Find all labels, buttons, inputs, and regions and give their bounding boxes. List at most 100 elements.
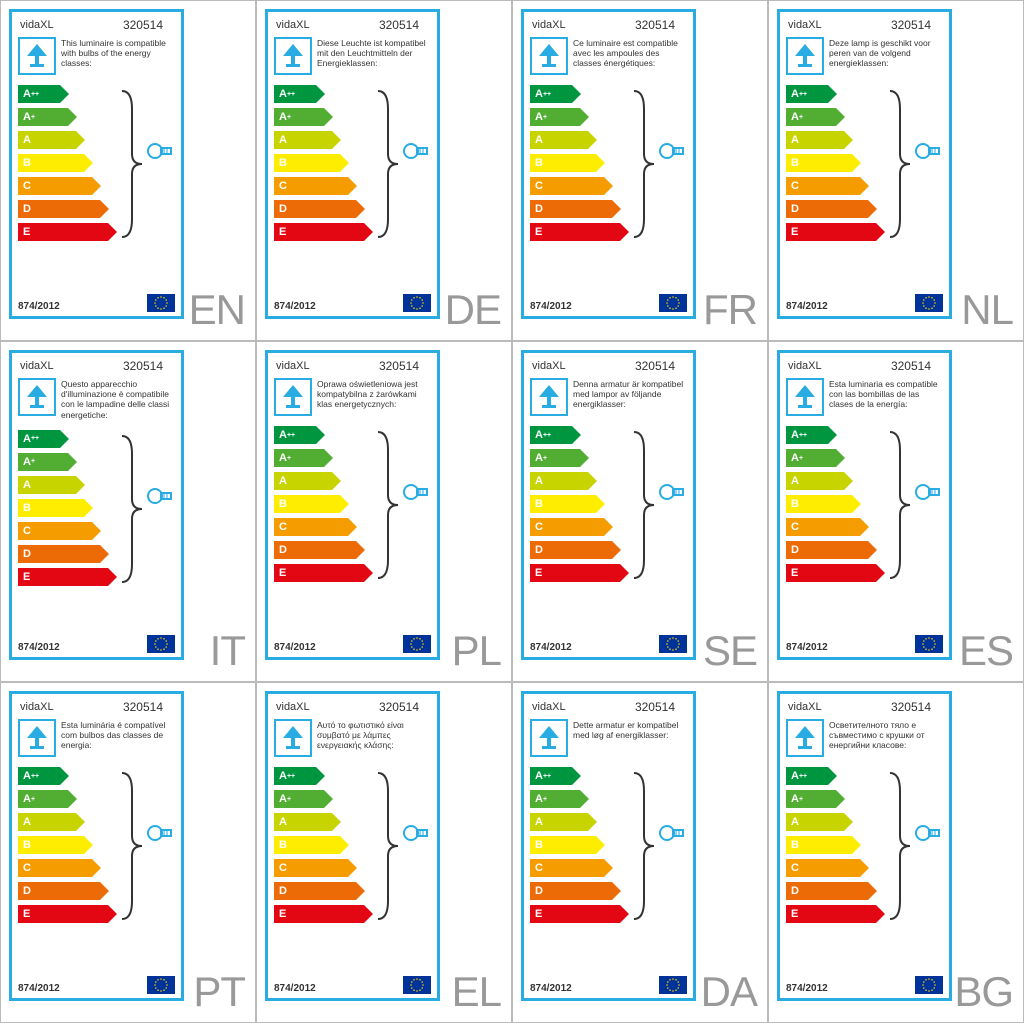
brand-name: vidaXL [788,19,822,31]
energy-class-row: E [786,905,949,925]
product-number: 320514 [635,359,685,373]
bulb-icon [147,141,173,166]
label-cell: vidaXL320514Αυτό το φωτιστικό είναι συμβ… [256,682,512,1023]
regulation-number: 874/2012 [530,642,572,653]
energy-class-row: E [530,223,693,243]
label-cell: vidaXL320514Esta luminária é compatível … [0,682,256,1023]
eu-flag-icon [659,294,687,312]
language-code: DA [701,968,757,1016]
energy-class-row: E [18,223,181,243]
bracket-icon [376,430,400,585]
energy-classes: A++A+ABCDE [524,763,693,925]
language-code: FR [703,286,757,334]
language-code: EL [452,968,501,1016]
compatibility-text: Осветителното тяло е съвместимо с крушки… [829,719,943,751]
lamp-icon [786,719,824,757]
regulation-number: 874/2012 [18,301,60,312]
compatibility-text: Deze lamp is geschikt voor peren van de … [829,37,943,69]
brand-name: vidaXL [276,360,310,372]
energy-class-row: A+ [18,108,181,128]
energy-class-row: A++ [18,430,181,450]
energy-label: vidaXL320514Αυτό το φωτιστικό είναι συμβ… [265,691,440,1001]
energy-class-row: C [786,518,949,538]
bulb-icon [915,482,941,507]
energy-class-row: C [530,859,693,879]
regulation-number: 874/2012 [18,983,60,994]
bulb-icon [403,482,429,507]
compatibility-text: This luminaire is compatible with bulbs … [61,37,175,69]
energy-label: vidaXL320514Esta luminaria es compatible… [777,350,952,660]
bracket-icon [632,430,656,585]
energy-class-row: A++ [274,767,437,787]
language-code: EN [189,286,245,334]
brand-name: vidaXL [532,360,566,372]
energy-classes: A++A+ABCDE [780,422,949,584]
regulation-number: 874/2012 [786,983,828,994]
brand-name: vidaXL [532,19,566,31]
eu-flag-icon [915,294,943,312]
lamp-icon [786,37,824,75]
energy-class-row: D [786,200,949,220]
energy-class-row: A++ [274,85,437,105]
language-code: NL [961,286,1013,334]
energy-label: vidaXL320514This luminaire is compatible… [9,9,184,319]
energy-label: vidaXL320514Denna armatur är kompatibel … [521,350,696,660]
energy-classes: A++A+ABCDE [524,81,693,243]
energy-class-row: D [274,541,437,561]
eu-flag-icon [403,635,431,653]
bulb-icon [403,141,429,166]
energy-classes: A++A+ABCDE [12,763,181,925]
energy-class-row: A+ [274,449,437,469]
label-cell: vidaXL320514Ce luminaire est compatible … [512,0,768,341]
energy-classes: A++A+ABCDE [12,81,181,243]
eu-flag-icon [403,294,431,312]
language-code: SE [703,627,757,675]
regulation-number: 874/2012 [530,301,572,312]
energy-class-row: E [274,223,437,243]
eu-flag-icon [659,635,687,653]
eu-flag-icon [659,976,687,994]
bracket-icon [120,434,144,589]
compatibility-text: Esta luminária é compatível com bulbos d… [61,719,175,751]
energy-class-row: C [274,859,437,879]
energy-class-row: A+ [18,453,181,473]
energy-class-row: D [18,882,181,902]
energy-class-row: D [274,200,437,220]
lamp-icon [274,719,312,757]
energy-class-row: A+ [274,108,437,128]
eu-flag-icon [915,976,943,994]
energy-class-row: C [530,518,693,538]
energy-class-row: C [18,859,181,879]
energy-class-row: A+ [530,790,693,810]
language-code: BG [954,968,1013,1016]
bracket-icon [632,89,656,244]
energy-class-row: D [530,882,693,902]
energy-class-row: E [274,905,437,925]
bulb-icon [147,823,173,848]
compatibility-text: Diese Leuchte ist kompatibel mit den Leu… [317,37,431,69]
energy-class-row: A+ [786,449,949,469]
energy-class-row: E [18,905,181,925]
energy-label: vidaXL320514Esta luminária é compatível … [9,691,184,1001]
brand-name: vidaXL [20,360,54,372]
bulb-icon [659,482,685,507]
energy-label: vidaXL320514Deze lamp is geschikt voor p… [777,9,952,319]
lamp-icon [530,378,568,416]
energy-classes: A++A+ABCDE [780,763,949,925]
energy-class-row: D [274,882,437,902]
energy-class-row: C [274,518,437,538]
energy-class-row: E [274,564,437,584]
brand-name: vidaXL [788,360,822,372]
product-number: 320514 [379,700,429,714]
energy-label: vidaXL320514Oprawa oświetleniowa jest ko… [265,350,440,660]
energy-class-row: A++ [530,767,693,787]
regulation-number: 874/2012 [274,642,316,653]
label-cell: vidaXL320514Denna armatur är kompatibel … [512,341,768,682]
energy-label: vidaXL320514Dette armatur er kompatibel … [521,691,696,1001]
lamp-icon [18,719,56,757]
compatibility-text: Αυτό το φωτιστικό είναι συμβατό με λάμπε… [317,719,431,751]
product-number: 320514 [123,18,173,32]
energy-class-row: D [530,541,693,561]
energy-class-row: C [530,177,693,197]
energy-class-row: C [18,522,181,542]
